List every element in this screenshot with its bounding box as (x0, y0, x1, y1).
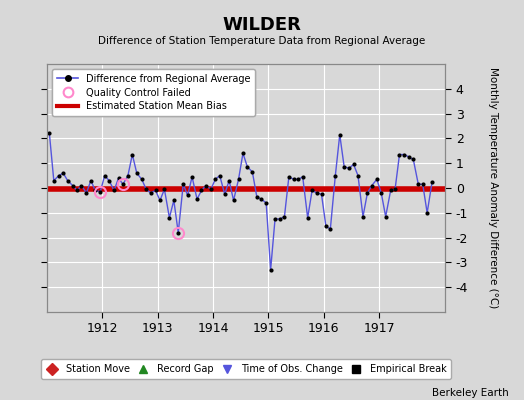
Point (419, 181, 427, 188)
Point (63, 177, 72, 184)
Point (243, 164, 252, 170)
Text: Difference of Station Temperature Data from Regional Average: Difference of Station Temperature Data f… (99, 36, 425, 46)
Point (142, 186, 150, 192)
Legend: Difference from Regional Average, Quality Control Failed, Estimated Station Mean: Difference from Regional Average, Qualit… (52, 69, 255, 116)
Point (69, 182, 77, 189)
Point (206, 186, 215, 192)
Point (215, 172, 224, 179)
Point (266, 267, 275, 273)
Text: WILDER: WILDER (223, 16, 301, 34)
Point (381, 213, 390, 220)
Legend: Station Move, Record Gap, Time of Obs. Change, Empirical Break: Station Move, Record Gap, Time of Obs. C… (41, 360, 451, 379)
Point (303, 214, 312, 221)
Point (183, 192, 192, 199)
Point (299, 174, 307, 180)
Point (221, 191, 229, 197)
Point (280, 213, 289, 220)
Point (262, 200, 270, 206)
Point (230, 197, 238, 204)
Point (82, 190, 91, 196)
Point (124, 172, 132, 179)
Point (345, 165, 353, 171)
Point (391, 186, 399, 192)
Point (405, 154, 413, 160)
Point (340, 164, 348, 170)
Point (253, 194, 261, 200)
Point (50, 177, 58, 184)
Point (257, 196, 265, 202)
Point (156, 197, 164, 204)
Point (326, 226, 334, 232)
Point (165, 214, 173, 221)
Point (151, 187, 160, 194)
Point (179, 181, 188, 188)
Point (368, 182, 376, 189)
Point (86, 177, 95, 184)
Point (414, 181, 422, 188)
Point (193, 196, 201, 202)
Text: Berkeley Earth: Berkeley Earth (432, 388, 508, 398)
Point (54, 172, 63, 179)
Point (386, 187, 395, 194)
Point (290, 176, 298, 182)
Point (239, 150, 247, 156)
Point (294, 176, 302, 182)
Point (350, 161, 358, 168)
Point (271, 216, 279, 222)
Point (335, 132, 344, 138)
Point (395, 151, 403, 158)
Point (198, 187, 206, 194)
Point (363, 190, 372, 196)
Point (373, 176, 381, 182)
Point (276, 216, 284, 222)
Point (400, 151, 409, 158)
Point (308, 187, 316, 194)
Point (285, 174, 293, 180)
Point (96, 188, 104, 195)
Point (137, 176, 146, 182)
Point (133, 170, 141, 176)
Point (91, 187, 100, 194)
Point (428, 178, 436, 185)
Point (45, 130, 53, 137)
Point (114, 175, 123, 181)
Point (101, 172, 109, 179)
Point (318, 191, 326, 197)
Point (146, 190, 155, 196)
Point (59, 170, 68, 176)
Point (170, 197, 178, 204)
Point (409, 156, 418, 163)
Point (211, 176, 220, 182)
Point (354, 172, 362, 179)
Point (322, 223, 330, 230)
Point (359, 213, 367, 220)
Point (119, 181, 127, 188)
Point (160, 186, 169, 192)
Point (225, 177, 233, 184)
Point (202, 182, 210, 189)
Point (331, 172, 340, 179)
Point (73, 187, 81, 194)
Point (234, 176, 243, 182)
Point (77, 182, 85, 189)
Point (128, 151, 137, 158)
Y-axis label: Monthly Temperature Anomaly Difference (°C): Monthly Temperature Anomaly Difference (… (488, 67, 498, 309)
Point (105, 177, 113, 184)
Point (248, 169, 257, 175)
Point (312, 190, 321, 196)
Point (377, 190, 386, 196)
Point (423, 210, 431, 216)
Point (188, 174, 196, 180)
Point (174, 230, 182, 236)
Point (110, 187, 118, 194)
